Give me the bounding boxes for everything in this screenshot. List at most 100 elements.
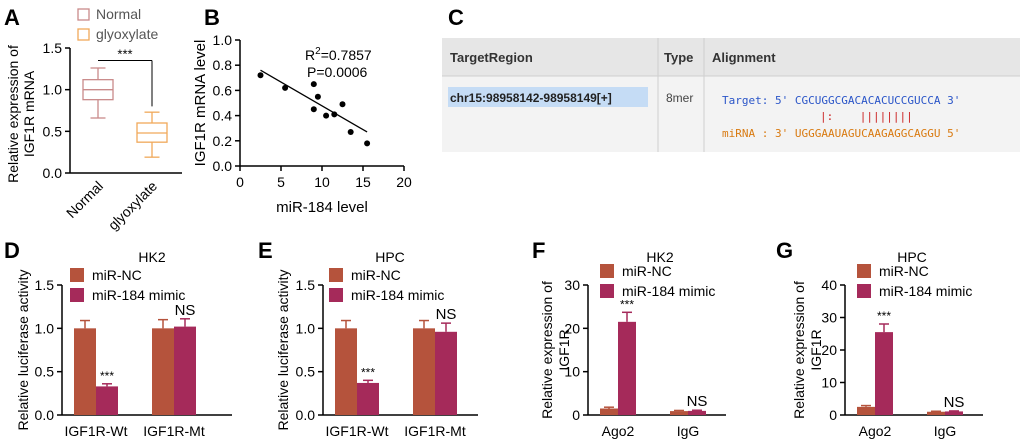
bar-mir-184-mimic bbox=[174, 326, 196, 415]
x-tick-label: IGF1R-Mt bbox=[404, 423, 466, 439]
scatter-point bbox=[314, 93, 321, 100]
scatter-point bbox=[310, 106, 317, 113]
bar-mir-nc bbox=[152, 328, 174, 415]
x-tick-label: Ago2 bbox=[859, 423, 892, 439]
legend-label: miR-184 mimic bbox=[879, 283, 972, 299]
x-tick-label: 5 bbox=[277, 174, 285, 190]
x-tick-label: Normal bbox=[63, 178, 106, 221]
legend-swatch bbox=[70, 288, 84, 302]
scatter-point bbox=[323, 112, 330, 119]
y-tick-label: 0.0 bbox=[35, 407, 55, 423]
legend-swatch bbox=[600, 284, 614, 298]
legend-label: miR-184 mimic bbox=[92, 287, 185, 303]
panel-letter-g: G bbox=[776, 238, 793, 263]
significance-label: NS bbox=[687, 393, 708, 410]
significance-label: NS bbox=[436, 306, 457, 323]
bar-mir-nc bbox=[927, 411, 945, 415]
chart-title: HPC bbox=[897, 249, 927, 265]
y-tick-label: 0.6 bbox=[213, 82, 233, 98]
legend-swatch bbox=[77, 28, 90, 41]
y-tick-label: 0.0 bbox=[213, 158, 233, 174]
y-tick-label: 1.5 bbox=[35, 277, 55, 293]
table-header-alignment: Alignment bbox=[712, 50, 776, 65]
x-tick-label: IgG bbox=[677, 423, 700, 439]
legend-swatch bbox=[77, 8, 90, 21]
mirna-sequence: miRNA : 3' UGGGAAUAGUCAAGAGGCAGGU 5' bbox=[722, 127, 960, 140]
table-header-bg bbox=[442, 38, 1020, 76]
panel-letter-c: C bbox=[448, 5, 464, 30]
y-axis-label: Relative expression ofIGF1R bbox=[791, 281, 824, 419]
legend-label: miR-NC bbox=[351, 267, 401, 283]
y-tick-label: 10 bbox=[564, 364, 580, 380]
scatter-point bbox=[364, 140, 371, 147]
y-tick-label: 0.0 bbox=[43, 165, 63, 181]
r2-value: =0.7857 bbox=[321, 47, 372, 63]
match-bars: |: |||||||| bbox=[820, 110, 913, 123]
panel-e-bar-chart: 0.0 0.5 1.0 1.5 Relative luciferase activity… bbox=[275, 249, 478, 439]
y-tick-label: 0 bbox=[572, 407, 580, 423]
legend-label: miR-184 mimic bbox=[622, 283, 715, 299]
legend-swatch bbox=[600, 264, 614, 278]
legend-swatch bbox=[70, 268, 84, 282]
significance-label: *** bbox=[620, 297, 634, 311]
r2-prefix: R bbox=[305, 47, 315, 63]
legend-label: glyoxylate bbox=[96, 26, 158, 42]
y-tick-label: 0.5 bbox=[43, 123, 63, 139]
y-axis-label: IGF1R mRNA level bbox=[192, 40, 209, 167]
y-tick-label: 10 bbox=[821, 375, 837, 391]
x-tick-label: IGF1R-Wt bbox=[65, 423, 128, 439]
site-type-value: 8mer bbox=[666, 91, 693, 105]
legend-label: miR-NC bbox=[879, 263, 929, 279]
panel-letter-a: A bbox=[4, 5, 20, 30]
x-tick-label: 20 bbox=[396, 174, 412, 190]
y-tick-label: 0.5 bbox=[296, 364, 316, 380]
bar-mir-184-mimic bbox=[875, 332, 893, 415]
scatter-point bbox=[257, 72, 264, 79]
legend-swatch bbox=[857, 264, 871, 278]
x-tick-label: 0 bbox=[236, 174, 244, 190]
scatter-point bbox=[339, 101, 346, 108]
target-sequence: Target: 5' CGCUGGCGACACACUCCGUCCA 3' bbox=[722, 94, 960, 107]
y-axis-label: Relative expression ofIGF1R mRNA bbox=[5, 45, 37, 183]
significance-label: NS bbox=[175, 302, 196, 319]
y-tick-label: 1.5 bbox=[296, 277, 316, 293]
x-tick-label: 10 bbox=[314, 174, 330, 190]
y-tick-label: 0.0 bbox=[296, 407, 316, 423]
panel-c-alignment-table: TargetRegion Type Alignment chr15:989581… bbox=[442, 38, 1020, 152]
y-tick-label: 20 bbox=[821, 342, 837, 358]
x-tick-label: 15 bbox=[355, 174, 371, 190]
legend-label: miR-NC bbox=[92, 267, 142, 283]
y-tick-label: 1.0 bbox=[296, 320, 316, 336]
y-axis-label: Relative luciferase activity bbox=[275, 269, 291, 430]
scatter-point bbox=[310, 81, 317, 88]
bar-mir-nc bbox=[74, 328, 96, 415]
y-tick-label: 30 bbox=[564, 277, 580, 293]
legend-label: miR-184 mimic bbox=[351, 287, 444, 303]
region-highlight bbox=[448, 87, 648, 107]
x-tick-label: IGF1R-Mt bbox=[143, 423, 205, 439]
r2-superscript: 2 bbox=[315, 46, 321, 57]
x-tick-label: IgG bbox=[934, 423, 957, 439]
legend-label: Normal bbox=[96, 6, 141, 22]
bar-mir-184-mimic bbox=[688, 410, 706, 415]
panel-letter-d: D bbox=[4, 238, 20, 263]
panel-letter-e: E bbox=[258, 238, 273, 263]
significance-label: *** bbox=[361, 365, 375, 379]
target-region-value: chr15:98958142-98958149[+] bbox=[450, 91, 612, 105]
bar-mir-184-mimic bbox=[357, 382, 379, 415]
y-tick-label: 0.5 bbox=[35, 364, 55, 380]
legend-label: miR-NC bbox=[622, 263, 672, 279]
legend-swatch bbox=[857, 284, 871, 298]
y-tick-label: 1.5 bbox=[43, 40, 63, 56]
chart-title: HPC bbox=[375, 249, 405, 265]
significance-label: *** bbox=[117, 47, 132, 62]
legend-swatch bbox=[329, 288, 343, 302]
table-header-region: TargetRegion bbox=[450, 50, 533, 65]
bar-mir-184-mimic bbox=[618, 321, 636, 415]
bar-mir-184-mimic bbox=[945, 411, 963, 415]
y-tick-label: 0 bbox=[829, 407, 837, 423]
bar-mir-nc bbox=[413, 328, 435, 415]
panel-letter-f: F bbox=[532, 238, 545, 263]
panel-letter-b: B bbox=[204, 5, 220, 30]
